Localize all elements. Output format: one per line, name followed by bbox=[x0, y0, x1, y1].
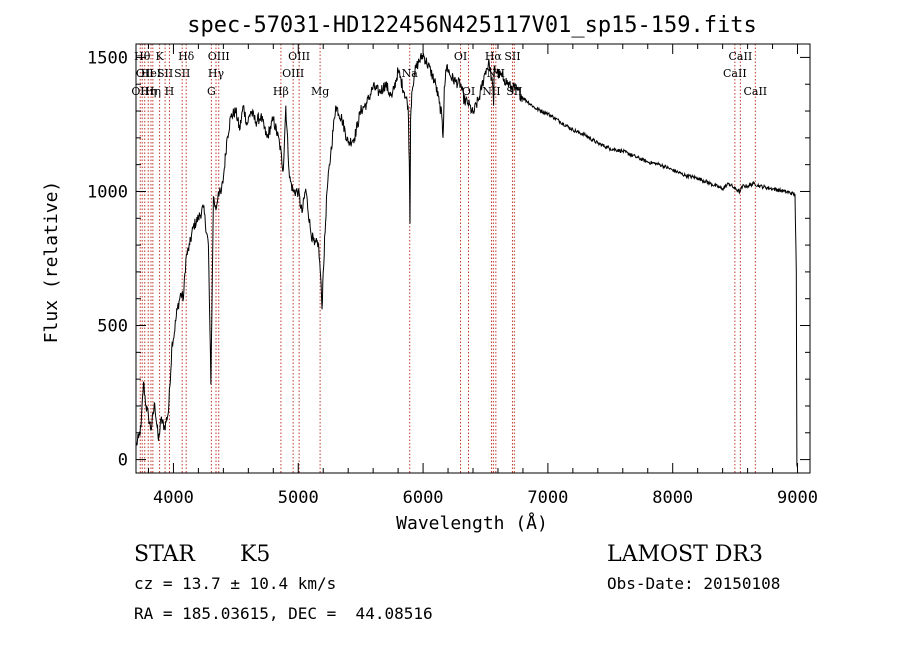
line-label: OI bbox=[462, 85, 475, 98]
line-label: Hδ bbox=[178, 50, 195, 63]
x-axis-ticks: 4000 5000 6000 7000 8000 9000 bbox=[147, 44, 818, 508]
line-label: CaII bbox=[743, 85, 767, 98]
line-label: OI bbox=[454, 50, 467, 63]
line-label: OIII bbox=[288, 50, 310, 63]
line-label: OIII bbox=[208, 50, 230, 63]
line-label: OIII bbox=[282, 67, 304, 80]
redshift-text: cz = 13.7 ± 10.4 km/s bbox=[134, 574, 336, 593]
line-label: CaII bbox=[729, 50, 753, 63]
flux-series-line bbox=[135, 52, 798, 468]
observation-date: Obs-Date: 20150108 bbox=[607, 574, 780, 593]
line-label: G bbox=[207, 85, 216, 98]
line-label: SII bbox=[174, 67, 190, 80]
x-tick-label: 8000 bbox=[652, 488, 693, 508]
line-label: Hγ bbox=[208, 67, 225, 80]
y-tick-label: 500 bbox=[97, 317, 128, 337]
coordinates-text: RA = 185.03615, DEC = 44.08516 bbox=[134, 604, 433, 623]
line-label: Hη bbox=[140, 85, 156, 98]
y-axis-ticks: 0 500 1000 1500 bbox=[87, 48, 810, 471]
x-tick-label: 9000 bbox=[777, 488, 818, 508]
emission-line-labels: OIIHθOIIHηHeIHηKSIIHSIIHδGHγOIIIHβOIIIOI… bbox=[131, 50, 767, 98]
line-label: OII bbox=[136, 67, 154, 80]
line-label: SII bbox=[157, 67, 173, 80]
chart-title: spec-57031-HD122456N425117V01_sp15-159.f… bbox=[187, 13, 757, 38]
x-tick-label: 4000 bbox=[153, 488, 194, 508]
spectral-subclass: K5 bbox=[240, 542, 270, 567]
line-label: HeI bbox=[141, 67, 161, 80]
object-type: STAR bbox=[134, 542, 196, 567]
line-label: H bbox=[165, 85, 175, 98]
survey-name: LAMOST DR3 bbox=[607, 542, 763, 567]
line-label: Mg bbox=[311, 85, 329, 98]
line-label: NII bbox=[482, 85, 500, 98]
line-label: CaII bbox=[723, 67, 747, 80]
x-tick-label: 6000 bbox=[403, 488, 444, 508]
x-tick-label: 5000 bbox=[278, 488, 319, 508]
y-tick-label: 1500 bbox=[87, 48, 128, 68]
line-label: Hα bbox=[485, 50, 503, 63]
y-tick-label: 0 bbox=[118, 451, 128, 471]
line-label: Na bbox=[402, 67, 419, 80]
y-axis-label: Flux (relative) bbox=[41, 181, 62, 344]
x-axis-label: Wavelength (Å) bbox=[396, 512, 548, 534]
x-tick-label: 7000 bbox=[527, 488, 568, 508]
line-label: Hβ bbox=[273, 85, 289, 98]
y-tick-label: 1000 bbox=[87, 182, 128, 202]
emission-line-markers bbox=[139, 44, 756, 473]
line-label: SII bbox=[504, 50, 520, 63]
line-label: Hη bbox=[145, 85, 161, 98]
line-label: K bbox=[155, 50, 164, 63]
line-label: Hθ bbox=[134, 50, 151, 63]
